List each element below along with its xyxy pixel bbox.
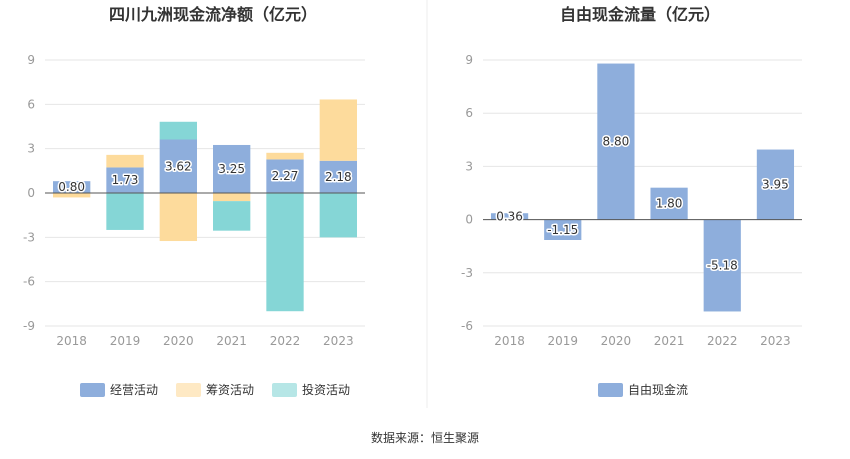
legend-swatch-自由现金流[interactable]	[598, 383, 623, 397]
y-tick-label: 3	[465, 159, 473, 173]
y-tick-label: 3	[27, 142, 35, 156]
chart2-legend: 自由现金流	[598, 382, 688, 397]
bar-2022-自由现金流[interactable]	[703, 219, 741, 312]
y-tick-label: 6	[27, 97, 35, 111]
y-tick-label: -3	[461, 266, 473, 280]
bar-2021-投资活动[interactable]	[213, 201, 251, 231]
x-tick-label: 2019	[110, 334, 141, 348]
x-tick-label: 2022	[707, 334, 738, 348]
chart2-plot: 9 6 3 0 -3 -6 0.36 -1.15 8.80 1.80 -5.18 3.95 2018 20…	[461, 53, 802, 348]
data-label: 2.27	[272, 169, 299, 183]
bar-2022-筹资活动[interactable]	[266, 152, 304, 160]
bar-2019-筹资活动[interactable]	[106, 154, 144, 168]
legend-swatch-经营活动[interactable]	[80, 383, 105, 397]
bar-2023-筹资活动[interactable]	[319, 99, 357, 161]
bar-2018-经营活动[interactable]	[53, 181, 91, 193]
bar-2022-经营活动[interactable]	[266, 159, 304, 193]
legend-swatch-筹资活动[interactable]	[176, 383, 201, 397]
data-label: 0.36	[496, 209, 523, 223]
bar-2019-投资活动[interactable]	[106, 193, 144, 230]
data-label: 0.80	[58, 180, 85, 194]
bar-2021-筹资活动[interactable]	[213, 193, 251, 202]
data-label: 1.80	[656, 197, 683, 211]
legend-label[interactable]: 投资活动	[302, 382, 350, 397]
bar-2018-自由现金流[interactable]	[490, 213, 529, 220]
y-tick-label: 0	[465, 213, 473, 227]
bar-2020-投资活动[interactable]	[159, 121, 197, 140]
chart1-title: 四川九洲现金流净额（亿元）	[109, 5, 317, 24]
legend-label[interactable]: 经营活动	[110, 383, 158, 397]
y-tick-label: -9	[23, 319, 35, 333]
bar-2021-经营活动[interactable]	[213, 144, 251, 193]
data-label: 3.62	[165, 159, 192, 173]
data-label: 2.18	[325, 170, 352, 184]
y-tick-label: -3	[23, 230, 35, 244]
bar-2021-自由现金流[interactable]	[650, 187, 688, 220]
bar-2023-自由现金流[interactable]	[756, 149, 795, 220]
y-tick-label: 6	[465, 106, 473, 120]
bar-2023-投资活动[interactable]	[319, 193, 357, 238]
y-tick-label: 9	[465, 53, 473, 67]
data-label: -5.18	[707, 259, 738, 273]
bar-2019-自由现金流[interactable]	[544, 219, 582, 240]
bar-2018-筹资活动[interactable]	[53, 193, 91, 198]
x-tick-label: 2020	[163, 334, 194, 348]
bar-2020-筹资活动[interactable]	[159, 193, 197, 242]
bar-2020-经营活动[interactable]	[159, 139, 197, 193]
legend-swatch-投资活动[interactable]	[272, 383, 297, 397]
data-label: -1.15	[547, 223, 578, 237]
x-tick-label: 2023	[760, 334, 791, 348]
legend-label[interactable]: 筹资活动	[206, 383, 254, 397]
chart2-title: 自由现金流量（亿元）	[560, 5, 720, 24]
data-label: 3.25	[218, 162, 245, 176]
x-tick-label: 2018	[56, 334, 87, 348]
x-tick-label: 2022	[270, 334, 301, 348]
y-tick-label: 9	[27, 53, 35, 67]
data-label: 1.73	[112, 173, 139, 187]
y-tick-label: -6	[23, 275, 35, 289]
x-tick-label: 2018	[494, 334, 525, 348]
chart1-legend: 经营活动 筹资活动 投资活动	[80, 382, 350, 397]
y-tick-label: 0	[27, 186, 35, 200]
bar-2023-经营活动[interactable]	[319, 160, 357, 193]
chart1-plot: 9 6 3 0 -3 -6 -9 0.80 1.73 3.62 3.25 2.27 2.18 2018 20…	[23, 53, 365, 348]
bar-2020-自由现金流[interactable]	[597, 63, 635, 220]
x-tick-label: 2023	[323, 334, 354, 348]
bar-2022-投资活动[interactable]	[266, 193, 304, 312]
bar-2019-经营活动[interactable]	[106, 167, 144, 193]
x-tick-label: 2021	[216, 334, 247, 348]
y-tick-label: -6	[461, 319, 473, 333]
x-tick-label: 2019	[547, 334, 578, 348]
data-source: 数据来源：恒生聚源	[371, 430, 479, 445]
x-tick-label: 2020	[601, 334, 632, 348]
data-label: 3.95	[762, 178, 789, 192]
data-label: 8.80	[603, 135, 630, 149]
x-tick-label: 2021	[654, 334, 685, 348]
legend-label[interactable]: 自由现金流	[628, 382, 688, 397]
